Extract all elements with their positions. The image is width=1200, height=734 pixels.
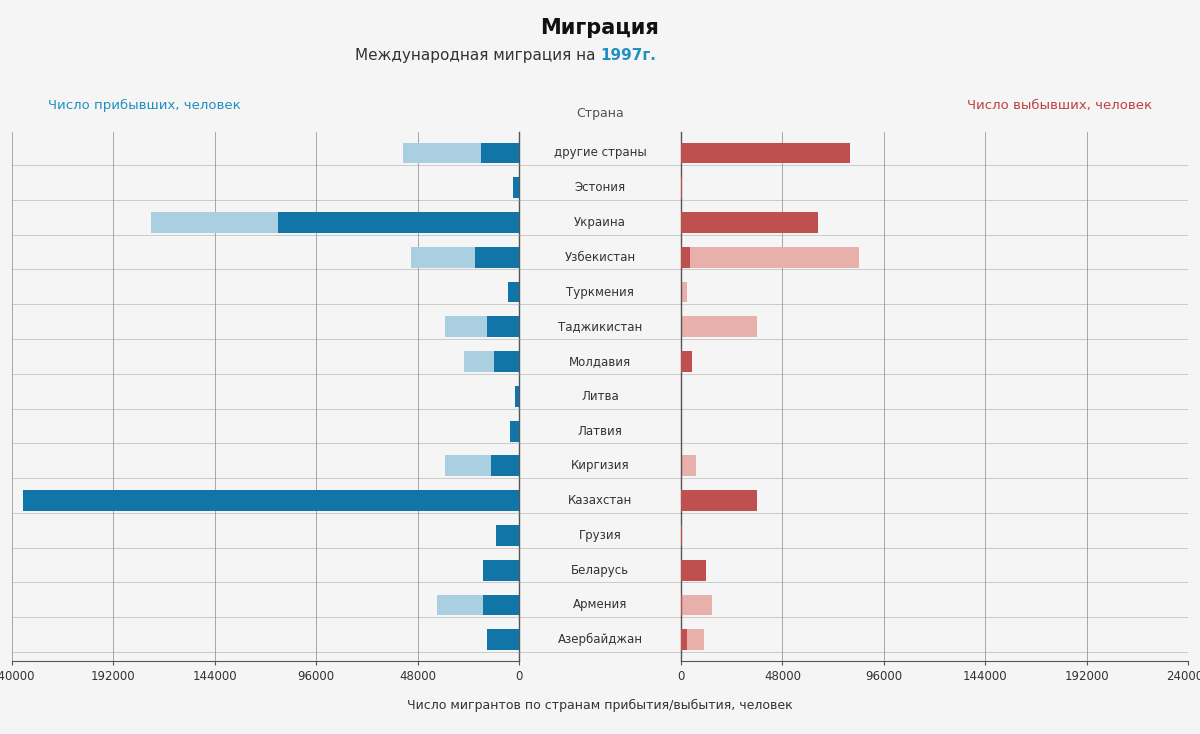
Bar xyxy=(496,525,518,546)
Text: Миграция: Миграция xyxy=(540,18,660,38)
Bar xyxy=(445,316,518,337)
Bar xyxy=(482,560,518,581)
Bar xyxy=(492,456,518,476)
Text: Беларусь: Беларусь xyxy=(571,564,629,577)
Bar xyxy=(412,247,518,268)
Bar xyxy=(487,316,518,337)
Bar xyxy=(482,595,518,615)
Bar xyxy=(445,456,518,476)
Bar xyxy=(682,247,690,268)
Bar xyxy=(23,490,518,511)
Text: Узбекистан: Узбекистан xyxy=(564,251,636,264)
Text: Число прибывших, человек: Число прибывших, человек xyxy=(48,99,241,112)
Text: Страна: Страна xyxy=(576,107,624,120)
Text: 1997г.: 1997г. xyxy=(600,48,656,62)
Bar xyxy=(682,316,757,337)
Bar xyxy=(481,142,518,164)
Text: Киргизия: Киргизия xyxy=(571,459,629,473)
Bar xyxy=(682,629,704,650)
Bar xyxy=(151,212,518,233)
Text: Туркмения: Туркмения xyxy=(566,286,634,299)
Text: Грузия: Грузия xyxy=(578,529,622,542)
Bar xyxy=(682,560,707,581)
Text: Литва: Литва xyxy=(581,390,619,403)
Text: Эстония: Эстония xyxy=(575,181,625,195)
Text: Число выбывших, человек: Число выбывших, человек xyxy=(967,99,1152,112)
Text: Армения: Армения xyxy=(572,598,628,611)
Bar xyxy=(515,386,518,407)
Bar xyxy=(512,178,518,198)
Bar xyxy=(487,629,518,650)
Text: Латвия: Латвия xyxy=(577,425,623,437)
Text: Казахстан: Казахстан xyxy=(568,494,632,507)
Bar xyxy=(510,421,518,442)
Bar xyxy=(682,456,696,476)
Bar xyxy=(493,351,518,372)
Bar xyxy=(682,629,688,650)
Bar xyxy=(682,142,850,164)
Text: Международная миграция на: Международная миграция на xyxy=(355,48,600,62)
Bar xyxy=(278,212,518,233)
Bar xyxy=(509,282,518,302)
Text: Число мигрантов по странам прибытия/выбытия, человек: Число мигрантов по странам прибытия/выбы… xyxy=(407,699,793,712)
Bar xyxy=(682,490,757,511)
Text: Украина: Украина xyxy=(574,216,626,229)
Bar xyxy=(682,351,691,372)
Text: Таджикистан: Таджикистан xyxy=(558,320,642,333)
Bar xyxy=(403,142,518,164)
Bar xyxy=(682,247,858,268)
Bar xyxy=(682,282,688,302)
Text: другие страны: другие страны xyxy=(553,147,647,159)
Bar xyxy=(682,595,712,615)
Bar xyxy=(474,247,518,268)
Bar xyxy=(464,351,518,372)
Bar xyxy=(437,595,518,615)
Text: Молдавия: Молдавия xyxy=(569,355,631,368)
Bar xyxy=(682,212,818,233)
Text: Азербайджан: Азербайджан xyxy=(558,633,642,646)
